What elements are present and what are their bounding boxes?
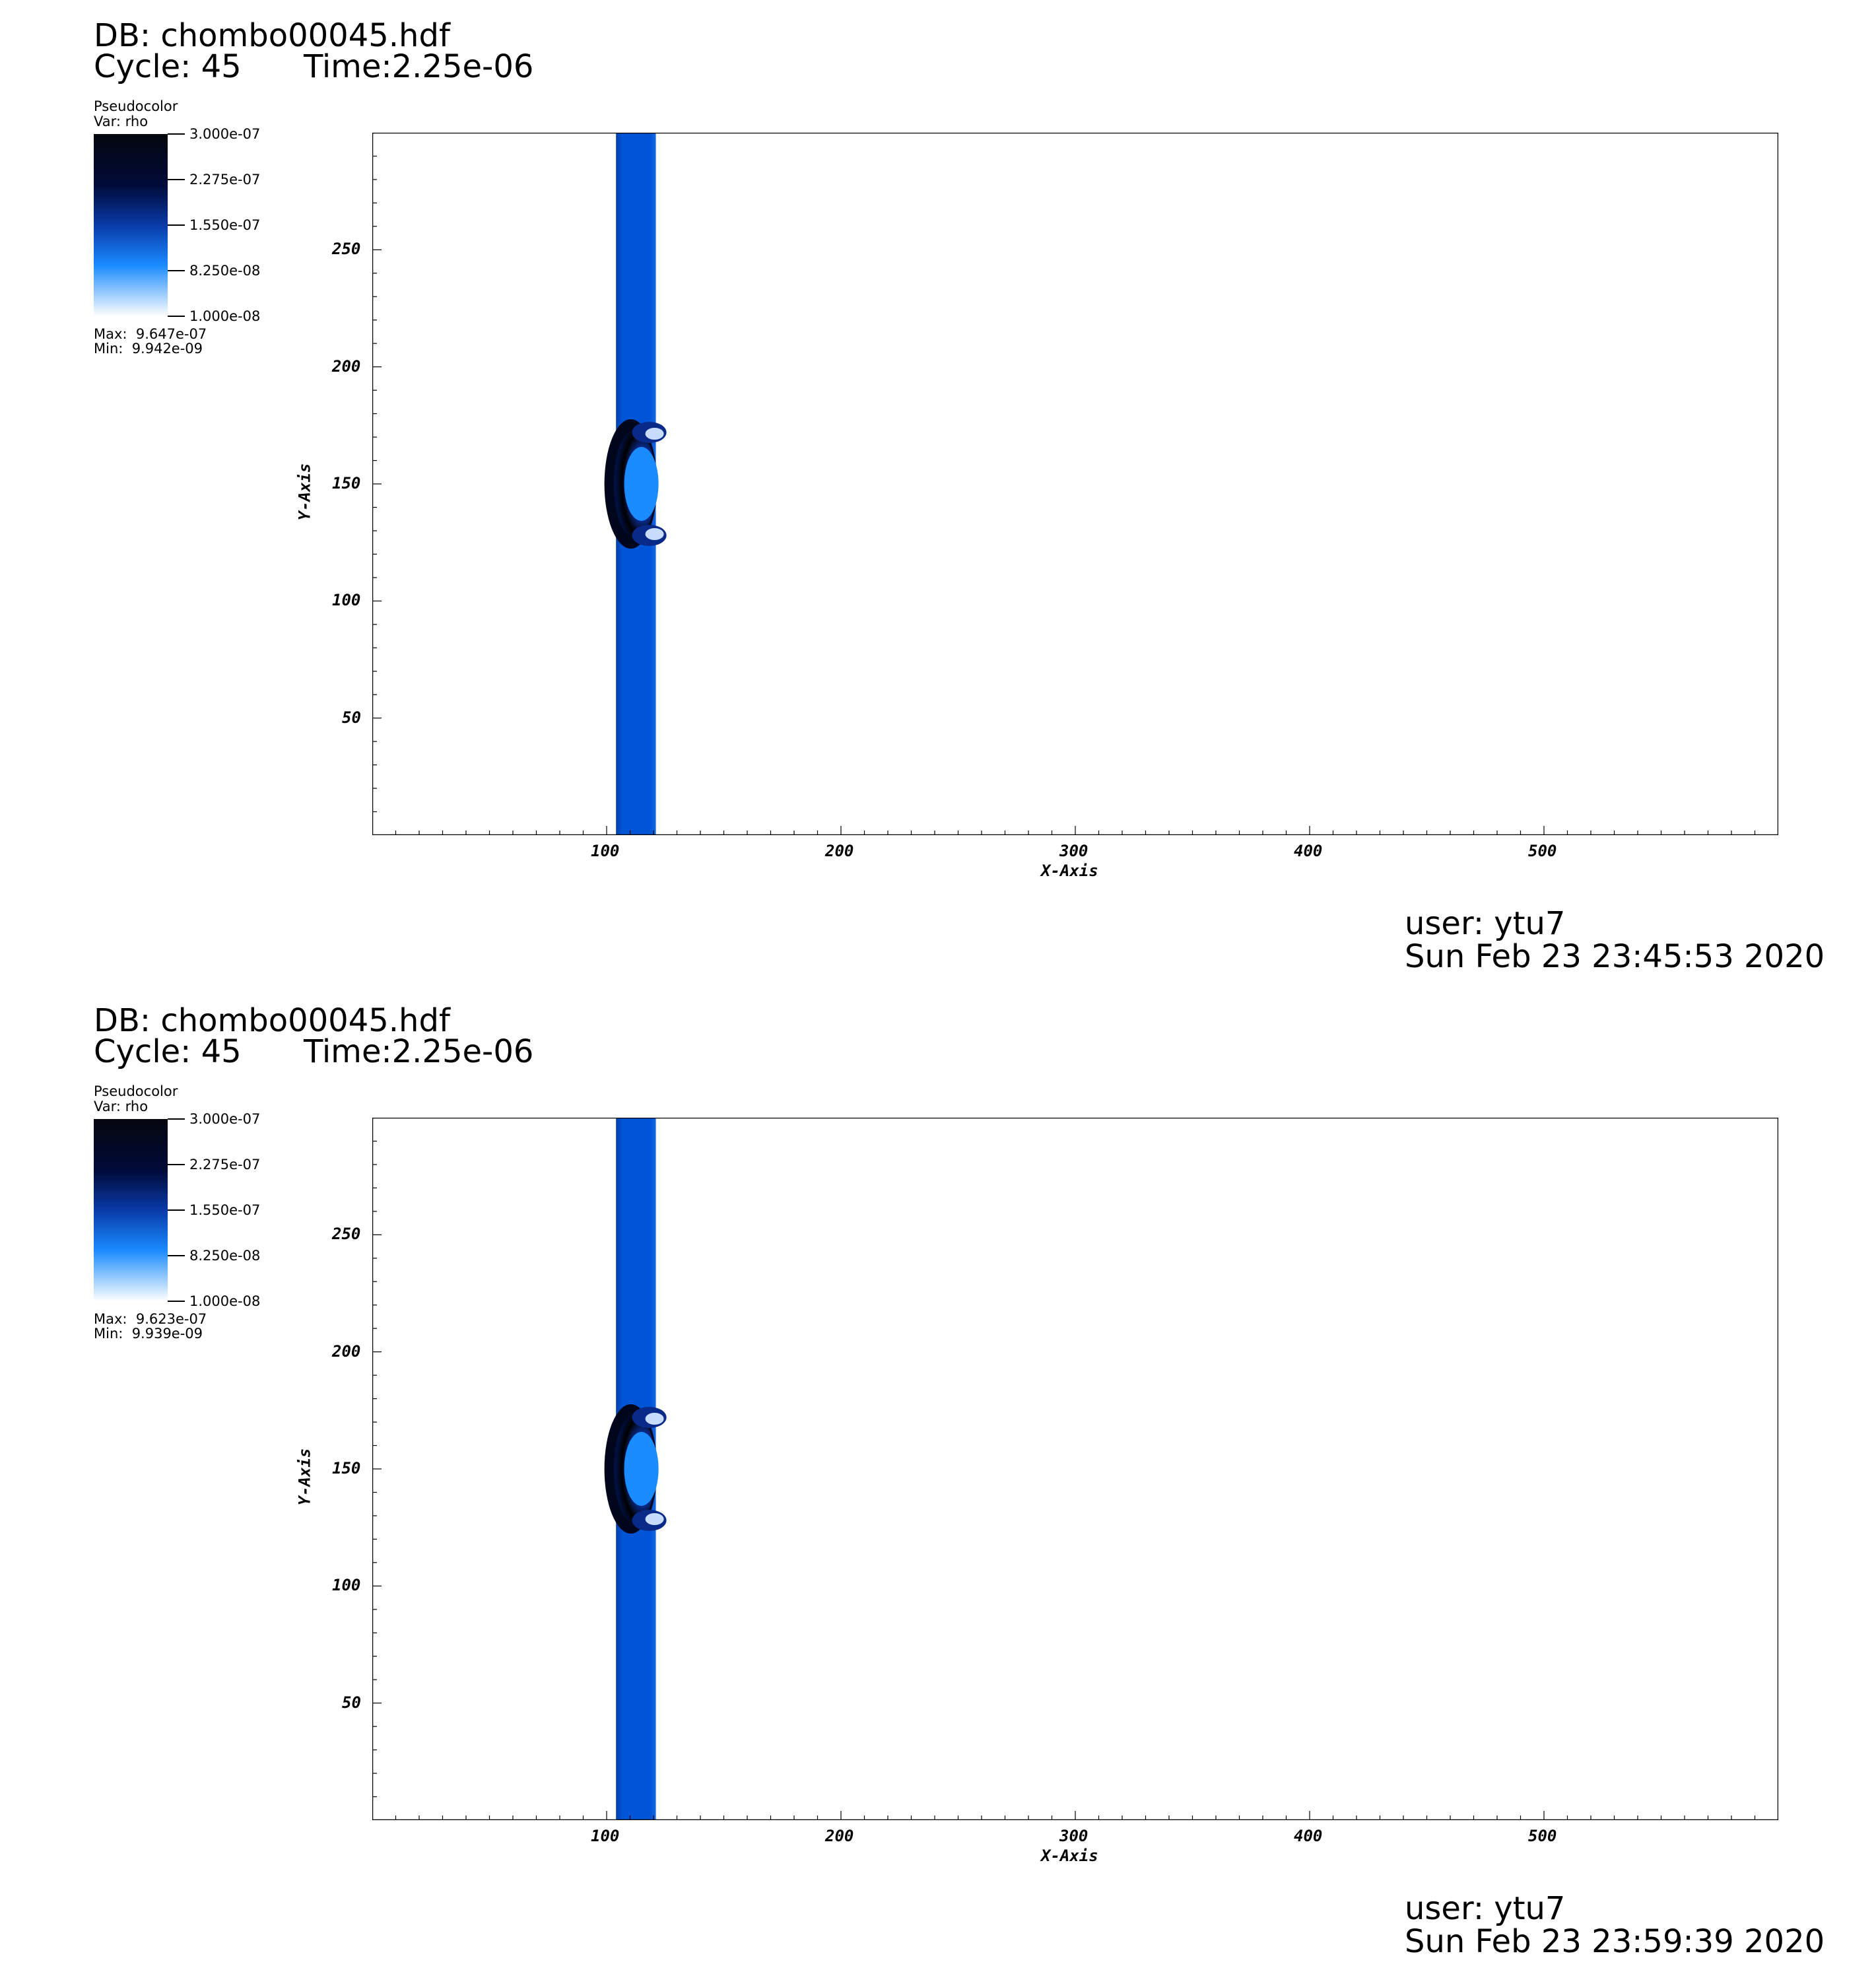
time-label: Time:2.25e-06 bbox=[304, 1033, 534, 1070]
db-label: DB: chombo00045.hdf bbox=[94, 1002, 450, 1039]
y-tick-label: 50 bbox=[342, 708, 361, 727]
legend-max: Max: 9.647e-07 bbox=[94, 326, 207, 342]
y-tick-label: 250 bbox=[332, 240, 361, 259]
x-tick-label: 400 bbox=[1294, 842, 1323, 860]
colorbar bbox=[94, 134, 168, 316]
legend-min: Min: 9.939e-09 bbox=[94, 1326, 203, 1342]
x-tick-label: 400 bbox=[1294, 1827, 1323, 1845]
colorbar-tick-label: 2.275e-07 bbox=[189, 172, 261, 187]
colorbar-tick-label: 1.000e-08 bbox=[189, 308, 261, 324]
legend-var: Var: rho bbox=[94, 1099, 149, 1114]
legend-var: Var: rho bbox=[94, 114, 149, 129]
y-tick-label: 250 bbox=[332, 1225, 361, 1244]
shock-wing-highlight bbox=[645, 528, 664, 540]
colorbar bbox=[94, 1119, 168, 1301]
user-label: user: ytu7 bbox=[1405, 1890, 1566, 1927]
plot-frame bbox=[372, 1118, 1778, 1820]
clump-core bbox=[624, 447, 659, 521]
legend-min: Min: 9.942e-09 bbox=[94, 341, 203, 357]
x-tick-label: 300 bbox=[1059, 1827, 1089, 1845]
cycle-label: Cycle: 45 bbox=[94, 48, 242, 85]
legend-title: Pseudocolor bbox=[94, 98, 178, 114]
plot-panel-2: DB: chombo00045.hdf Cycle: 45 Time:2.25e… bbox=[0, 985, 1876, 1970]
x-tick-label: 500 bbox=[1528, 842, 1557, 860]
colorbar-tick-label: 1.550e-07 bbox=[189, 217, 261, 233]
x-tick-label: 200 bbox=[825, 842, 854, 860]
date-label: Sun Feb 23 23:45:53 2020 bbox=[1405, 938, 1825, 975]
clump-core bbox=[624, 1432, 659, 1506]
colorbar-tick-mark bbox=[168, 270, 185, 271]
colorbar-tick-mark bbox=[168, 224, 185, 226]
colorbar-tick-label: 8.250e-08 bbox=[189, 1248, 261, 1264]
legend-max: Max: 9.623e-07 bbox=[94, 1311, 207, 1327]
colorbar-tick-mark bbox=[168, 1118, 185, 1120]
x-tick-label: 300 bbox=[1059, 842, 1089, 860]
colorbar-tick-mark bbox=[168, 1209, 185, 1211]
colorbar-tick-label: 1.550e-07 bbox=[189, 1202, 261, 1218]
x-tick-label: 100 bbox=[591, 842, 620, 860]
user-label: user: ytu7 bbox=[1405, 905, 1566, 942]
shock-wing-highlight bbox=[645, 428, 664, 440]
colorbar-tick-label: 3.000e-07 bbox=[189, 126, 261, 142]
x-axis-label: X-Axis bbox=[1041, 1847, 1098, 1865]
shock-wing-highlight bbox=[645, 1413, 664, 1425]
y-tick-label: 100 bbox=[332, 591, 361, 610]
db-label: DB: chombo00045.hdf bbox=[94, 17, 450, 54]
y-tick-label: 200 bbox=[332, 1342, 361, 1361]
x-tick-label: 100 bbox=[591, 1827, 620, 1845]
legend-title: Pseudocolor bbox=[94, 1083, 178, 1099]
colorbar-tick-label: 1.000e-08 bbox=[189, 1293, 261, 1309]
colorbar-tick-mark bbox=[168, 1164, 185, 1165]
colorbar-tick-mark bbox=[168, 133, 185, 135]
colorbar-tick-mark bbox=[168, 316, 185, 317]
x-tick-label: 500 bbox=[1528, 1827, 1557, 1845]
shock-wing-highlight bbox=[645, 1513, 664, 1525]
plot-panel-1: DB: chombo00045.hdf Cycle: 45 Time:2.25e… bbox=[94, 17, 1825, 975]
y-axis-label: Y-Axis bbox=[295, 1448, 314, 1506]
cycle-label: Cycle: 45 bbox=[94, 1033, 242, 1070]
y-tick-label: 150 bbox=[332, 474, 361, 493]
x-tick-label: 200 bbox=[825, 1827, 854, 1845]
colorbar-tick-mark bbox=[168, 1301, 185, 1302]
y-tick-label: 200 bbox=[332, 357, 361, 376]
heatmap-plot bbox=[372, 133, 1778, 835]
y-tick-label: 50 bbox=[342, 1693, 361, 1712]
colorbar-tick-mark bbox=[168, 1255, 185, 1256]
time-label: Time:2.25e-06 bbox=[304, 48, 534, 85]
colorbar-tick-label: 3.000e-07 bbox=[189, 1111, 261, 1127]
y-tick-label: 150 bbox=[332, 1459, 361, 1478]
colorbar-tick-mark bbox=[168, 179, 185, 180]
x-axis-label: X-Axis bbox=[1041, 862, 1098, 880]
y-tick-label: 100 bbox=[332, 1576, 361, 1595]
colorbar-tick-label: 2.275e-07 bbox=[189, 1157, 261, 1172]
date-label: Sun Feb 23 23:59:39 2020 bbox=[1405, 1923, 1825, 1960]
y-axis-label: Y-Axis bbox=[295, 463, 314, 521]
plot-frame bbox=[372, 133, 1778, 835]
heatmap-plot bbox=[372, 1118, 1778, 1820]
colorbar-tick-label: 8.250e-08 bbox=[189, 263, 261, 279]
